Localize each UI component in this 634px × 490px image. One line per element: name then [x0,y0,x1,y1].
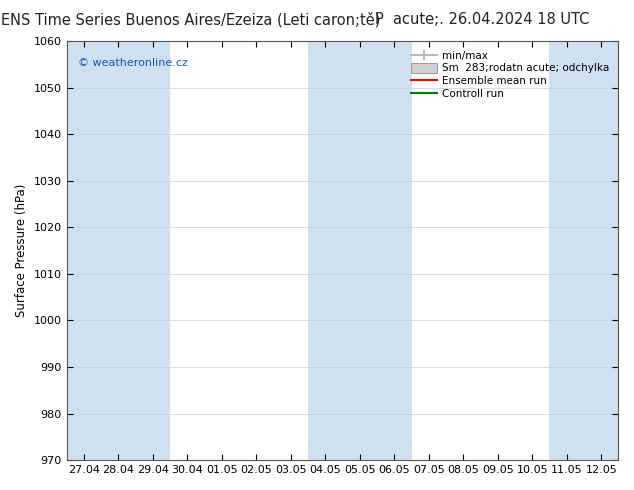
Bar [136,41,170,460]
Bar [550,41,584,460]
Text: ENS Time Series Buenos Aires/Ezeiza (Leti caron;tě): ENS Time Series Buenos Aires/Ezeiza (Let… [1,12,380,28]
Bar [308,41,342,460]
Bar [67,41,101,460]
Text: © weatheronline.cz: © weatheronline.cz [77,58,188,68]
Bar [342,41,377,460]
Bar [584,41,619,460]
Bar [101,41,136,460]
Text: P  acute;. 26.04.2024 18 UTC: P acute;. 26.04.2024 18 UTC [375,12,589,27]
Bar [377,41,411,460]
Y-axis label: Surface Pressure (hPa): Surface Pressure (hPa) [15,184,28,318]
Legend: min/max, Sm  283;rodatn acute; odchylka, Ensemble mean run, Controll run: min/max, Sm 283;rodatn acute; odchylka, … [406,46,613,103]
